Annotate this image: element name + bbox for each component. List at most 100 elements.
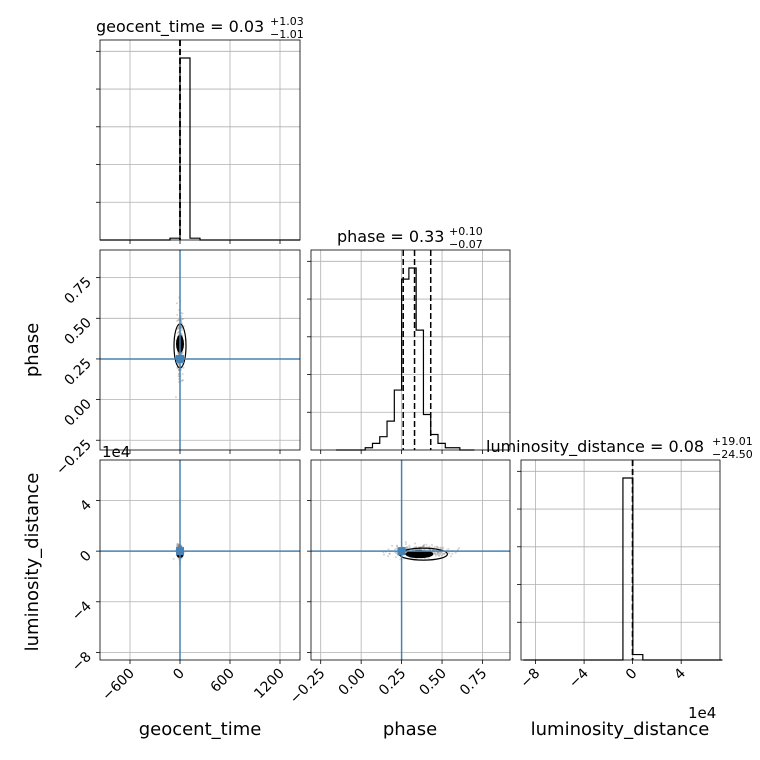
scatter-point	[181, 379, 184, 382]
ytick-label-luminosity_distance-2: 0	[77, 548, 95, 566]
ytick-label-phase-3: 0.50	[61, 315, 94, 348]
scatter-point	[180, 318, 183, 321]
scatter-point	[177, 353, 180, 356]
scatter-point	[180, 314, 183, 317]
xtick-label-luminosity_distance-2: 0	[623, 666, 641, 684]
scatter-point	[181, 379, 184, 382]
scatter-point	[435, 545, 438, 548]
scatter-point	[395, 545, 398, 548]
scatter-point	[176, 319, 179, 322]
scatter-point	[425, 543, 428, 546]
scatter-point	[405, 543, 408, 546]
ylabel-phase: phase	[22, 323, 43, 377]
scatter-point	[458, 547, 461, 550]
scatter-point	[414, 542, 417, 545]
scatter-point	[427, 557, 430, 560]
ytick-label-phase-4: 0.75	[61, 274, 94, 307]
panel-phase-vs-luminosity_distance	[310, 459, 511, 661]
panel-hist-geocent_time	[99, 39, 301, 241]
scatter-point	[438, 554, 441, 557]
truth-marker-geocent_time-vs-phase	[176, 354, 184, 363]
scatter-point	[177, 545, 180, 548]
scatter-point	[388, 552, 391, 555]
xtick-label-geocent_time-0: −600	[99, 666, 138, 705]
scatter-point	[442, 552, 445, 555]
xtick-label-geocent_time-3: 1200	[251, 666, 288, 703]
scatter-point	[428, 545, 431, 548]
scatter-point	[454, 551, 457, 554]
scatter-point	[394, 548, 397, 551]
scatter-point	[435, 553, 438, 556]
panel-hist-phase	[310, 249, 511, 451]
scatter-point	[447, 547, 450, 550]
xtick-label-phase-2: 0.25	[376, 666, 409, 699]
scatter-point	[180, 352, 183, 355]
scatter-point	[391, 544, 394, 547]
scatter-point	[388, 552, 391, 555]
scatter-point	[176, 545, 179, 548]
xtick-label-geocent_time-2: 600	[208, 666, 238, 696]
scatter-point	[408, 546, 411, 549]
scatter-point	[180, 352, 183, 355]
title-luminosity-distance-minus: −24.50	[712, 448, 753, 461]
scatter-point	[422, 545, 425, 548]
xtick-label-phase-4: 0.75	[457, 666, 490, 699]
scatter-point	[177, 544, 180, 547]
scatter-point	[177, 545, 180, 548]
scatter-point	[451, 552, 454, 555]
ytick-label-phase-1: 0.00	[61, 396, 94, 429]
scatter-point	[177, 543, 180, 546]
scatter-point	[408, 544, 411, 547]
scatter-point	[436, 553, 439, 556]
scatter-point	[180, 362, 183, 365]
xlabel-luminosity-distance: luminosity_distance	[531, 719, 710, 740]
xtick-label-luminosity_distance-0: −8	[517, 666, 543, 692]
title-luminosity-distance-plus: +19.01	[712, 435, 753, 448]
scatter-point	[176, 542, 179, 545]
title-phase: phase = 0.33	[337, 227, 444, 246]
scatter-point	[395, 552, 398, 555]
xtick-label-phase-3: 0.50	[417, 666, 450, 699]
ytick-label-phase-2: 0.25	[61, 355, 94, 388]
scatter-point	[431, 543, 434, 546]
scatter-point	[423, 548, 426, 551]
contour-core-phase-vs-luminosity_distance	[405, 550, 434, 559]
scatter-point	[177, 327, 180, 330]
scatter-point	[418, 548, 421, 551]
scatter-point	[174, 396, 177, 399]
xtick-label-phase-1: 0.00	[336, 666, 369, 699]
scatter-point	[442, 546, 445, 549]
panel-geocent_time-vs-phase	[99, 249, 301, 451]
scatter-point	[441, 548, 444, 551]
scatter-point	[176, 367, 179, 370]
scatter-point	[181, 351, 184, 354]
scatter-point	[180, 327, 183, 330]
scatter-point	[442, 552, 445, 555]
scatter-point	[176, 362, 179, 365]
scatter-point	[182, 366, 185, 369]
scatter-point	[394, 556, 397, 559]
scatter-point	[176, 332, 179, 335]
scatter-point	[421, 545, 424, 548]
scatter-point	[434, 554, 437, 557]
scatter-point	[414, 546, 417, 549]
scatter-point	[405, 546, 408, 549]
xlabel-phase: phase	[383, 719, 437, 740]
scatter-point	[440, 554, 443, 557]
truth-marker-phase-vs-luminosity_distance	[397, 547, 406, 556]
scatter-point	[433, 553, 436, 556]
scatter-point	[181, 373, 184, 376]
scatter-point	[423, 545, 426, 548]
scatter-point	[180, 312, 183, 315]
xtick-label-luminosity_distance-3: 4	[671, 665, 689, 683]
ytick-label-luminosity_distance-3: 4	[77, 497, 95, 515]
scatter-point	[406, 546, 409, 549]
scatter-point	[439, 547, 442, 550]
scatter-point	[456, 548, 459, 551]
scatter-point	[437, 552, 440, 555]
scatter-point	[180, 332, 183, 335]
xtick-label-geocent_time-1: 0	[170, 666, 188, 684]
title-phase-plus: +0.10	[449, 225, 483, 238]
scatter-point	[439, 546, 442, 549]
